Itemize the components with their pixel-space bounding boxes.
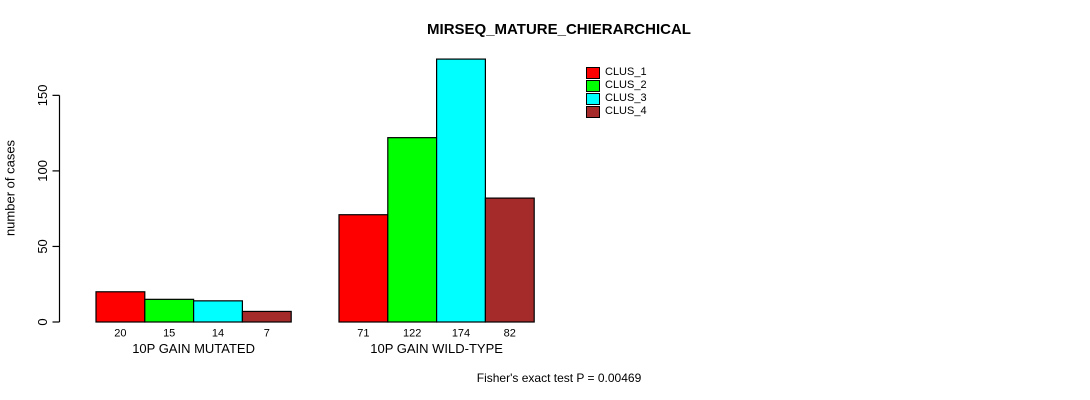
y-axis-tick-label: 50 <box>35 239 50 253</box>
group-label: 10P GAIN MUTATED <box>132 341 255 356</box>
bar-value-label: 82 <box>504 328 516 340</box>
bar-clus_1-group-1 <box>95 291 146 323</box>
bar-value-label: 15 <box>163 328 175 340</box>
bar-value-label: 71 <box>357 328 369 340</box>
legend-label-clus-1: CLUS_1 <box>605 66 647 78</box>
legend-swatch-clus-2 <box>586 79 600 92</box>
legend-item-clus-2: CLUS_2 <box>586 79 647 92</box>
bar-clus_3-group-1 <box>193 300 244 323</box>
bar-clus_4-group-2 <box>484 197 535 323</box>
legend-item-clus-3: CLUS_3 <box>586 92 647 105</box>
chart-title: MIRSEQ_MATURE_CHIERARCHICAL <box>427 21 691 38</box>
legend-item-clus-4: CLUS_4 <box>586 105 647 118</box>
bar-value-label: 174 <box>452 328 470 340</box>
bar-value-label: 20 <box>114 328 126 340</box>
stat-annotation: Fisher's exact test P = 0.00469 <box>476 371 642 385</box>
legend-swatch-clus-1 <box>586 66 600 79</box>
legend-label-clus-4: CLUS_4 <box>605 105 647 117</box>
y-axis-tick-label: 150 <box>35 84 50 106</box>
legend-label-clus-2: CLUS_2 <box>605 79 647 91</box>
bar-value-label: 14 <box>212 328 224 340</box>
group-label: 10P GAIN WILD-TYPE <box>370 341 503 356</box>
legend: CLUS_1 CLUS_2 CLUS_3 CLUS_4 <box>586 66 647 118</box>
bar-value-label: 122 <box>403 328 421 340</box>
legend-swatch-clus-4 <box>586 105 600 118</box>
bar-clus_3-group-2 <box>436 58 487 323</box>
y-axis-tick-label: 100 <box>35 160 50 182</box>
bar-clus_1-group-2 <box>338 214 389 323</box>
legend-swatch-clus-3 <box>586 92 600 105</box>
bar-clus_2-group-2 <box>387 137 438 323</box>
y-axis-tick-label: 0 <box>35 318 50 325</box>
bar-clus_4-group-1 <box>241 310 292 323</box>
bar-clus_2-group-1 <box>144 298 195 323</box>
bar-value-label: 7 <box>264 328 270 340</box>
legend-item-clus-1: CLUS_1 <box>586 66 647 79</box>
legend-label-clus-3: CLUS_3 <box>605 92 647 104</box>
